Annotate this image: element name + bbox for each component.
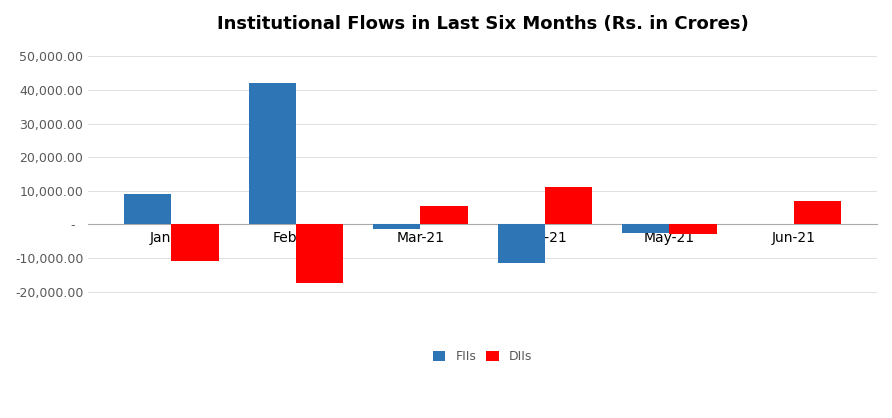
Bar	[794, 201, 841, 224]
Bar	[373, 224, 420, 229]
Title: Institutional Flows in Last Six Months (Rs. in Crores): Institutional Flows in Last Six Months (…	[217, 15, 748, 33]
Bar	[498, 224, 545, 263]
Bar	[171, 224, 219, 261]
Bar	[124, 194, 171, 224]
Bar	[669, 224, 716, 234]
Bar	[296, 224, 343, 283]
Bar	[249, 83, 296, 224]
Bar	[622, 224, 669, 233]
Legend: FIIs, DIIs: FIIs, DIIs	[433, 350, 533, 364]
Bar	[545, 187, 592, 224]
Bar	[420, 206, 467, 224]
